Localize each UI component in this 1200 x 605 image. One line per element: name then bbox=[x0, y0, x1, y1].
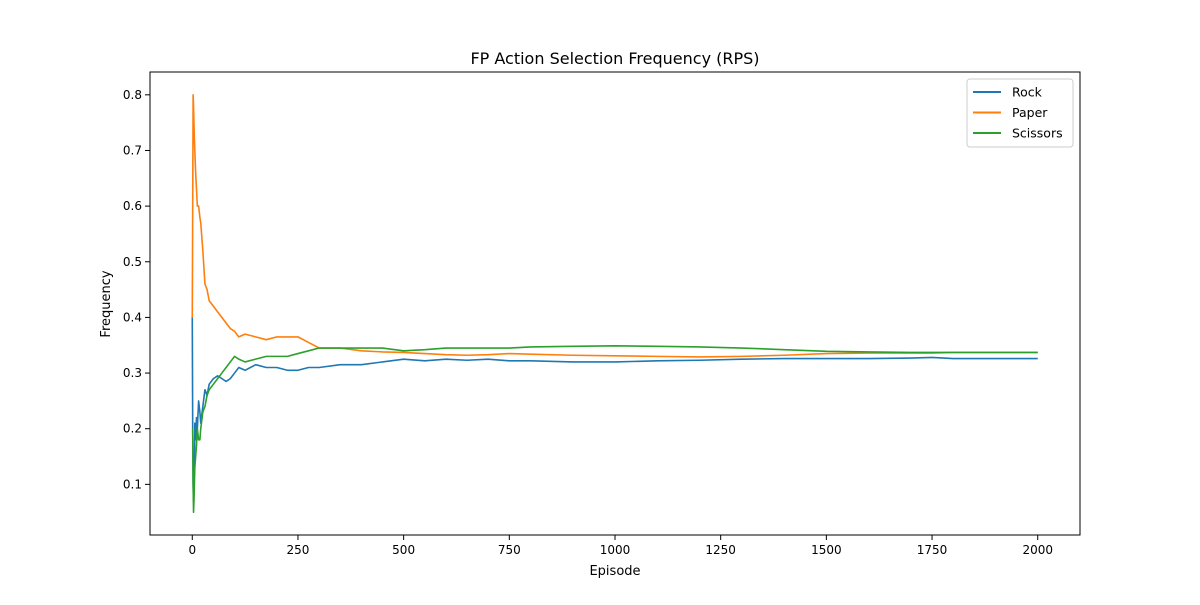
plot-background bbox=[150, 72, 1080, 535]
legend-label-rock: Rock bbox=[1012, 85, 1043, 100]
x-tick-label: 750 bbox=[498, 543, 521, 557]
x-tick-label: 500 bbox=[392, 543, 415, 557]
x-tick-label: 250 bbox=[287, 543, 310, 557]
legend-label-scissors: Scissors bbox=[1012, 126, 1063, 141]
legend-items: Rock Paper Scissors bbox=[973, 85, 1063, 141]
legend-label-paper: Paper bbox=[1012, 105, 1048, 120]
y-tick-label: 0.2 bbox=[123, 422, 142, 436]
x-tick-label: 1500 bbox=[811, 543, 842, 557]
x-tick-label: 1000 bbox=[600, 543, 631, 557]
y-tick-label: 0.1 bbox=[123, 477, 142, 491]
plot-frame bbox=[149, 71, 1081, 536]
series-line-scissors bbox=[191, 344, 1038, 513]
chart-title: FP Action Selection Frequency (RPS) bbox=[470, 49, 759, 68]
x-axis-label: Episode bbox=[589, 564, 640, 579]
y-tick-label: 0.7 bbox=[123, 143, 142, 157]
y-tick-label: 0.6 bbox=[123, 199, 142, 213]
x-tick-label: 1250 bbox=[705, 543, 736, 557]
y-tick-label: 0.3 bbox=[123, 366, 142, 380]
x-tick-label: 0 bbox=[188, 543, 196, 557]
x-tick-label: 2000 bbox=[1022, 543, 1053, 557]
series-line-paper bbox=[191, 94, 1038, 358]
y-tick-label: 0.5 bbox=[123, 255, 142, 269]
legend-box bbox=[966, 78, 1074, 148]
y-axis-label: Frequency bbox=[99, 270, 114, 337]
x-axis-ticks: 0 250 500 750 1000 1250 1500 1750 2000 bbox=[188, 535, 1053, 557]
y-axis-ticks: 0.1 0.2 0.3 0.4 0.5 0.6 0.7 0.8 bbox=[123, 88, 150, 491]
y-tick-label: 0.8 bbox=[123, 88, 142, 102]
x-tick-label: 1750 bbox=[917, 543, 948, 557]
y-tick-label: 0.4 bbox=[123, 310, 142, 324]
series-lines bbox=[191, 94, 1038, 513]
legend: Rock Paper Scissors bbox=[966, 78, 1074, 148]
